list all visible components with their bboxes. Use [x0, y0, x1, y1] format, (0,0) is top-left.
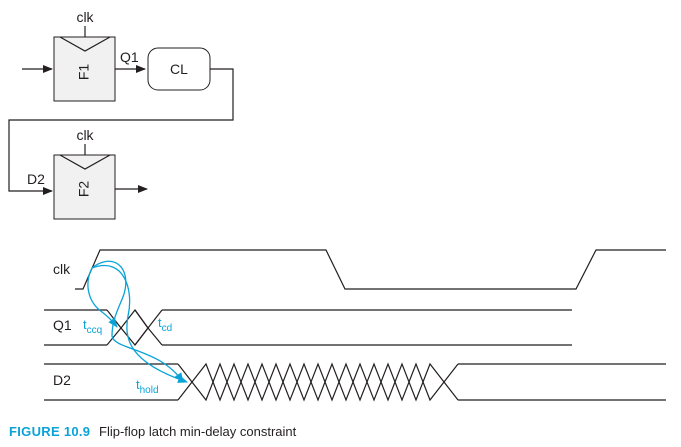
figure-caption: FIGURE 10.9 Flip-flop latch min-delay co… [9, 424, 297, 439]
tcd-arrow [91, 260, 184, 383]
cl-to-d2-wire [8, 68, 234, 195]
flop-f1-label: F1 [76, 64, 92, 81]
d2-wire-label: D2 [27, 171, 45, 187]
flop-f2-label: F2 [76, 181, 92, 198]
tccq-label: tccq [83, 317, 102, 336]
flop-f1: clk F1 [53, 9, 116, 102]
q1-waveform [44, 308, 572, 346]
signal-label-d2: D2 [53, 372, 71, 388]
flop-f2-clock-label: clk [76, 127, 94, 143]
circuit-schematic: clk F1 Q1 CL D2 clk F2 [8, 9, 234, 220]
combinational-logic-block: CL [147, 47, 211, 91]
timing-diagram: clk Q1 D2 [44, 249, 666, 402]
flop-f2-body [53, 154, 116, 220]
clk-waveform [75, 249, 666, 290]
q1-wire-label: Q1 [120, 49, 139, 65]
d2-waveform [44, 362, 666, 402]
flop-f2: clk F2 [53, 127, 116, 220]
d2-crosshatch [191, 362, 445, 402]
thold-arrow [91, 265, 188, 383]
thold-label: thold [136, 377, 159, 396]
tcd-label: tcd [158, 315, 172, 334]
flop-f2-clock-notch [59, 154, 111, 170]
flop-f1-clock-label: clk [76, 9, 94, 25]
signal-label-q1: Q1 [53, 317, 72, 333]
signal-label-clk: clk [53, 261, 71, 277]
combinational-logic-label: CL [170, 61, 188, 77]
figure-number: FIGURE 10.9 [9, 424, 90, 439]
figure-caption-text: Flip-flop latch min-delay constraint [99, 424, 297, 439]
flop-f1-clock-notch [59, 36, 111, 52]
